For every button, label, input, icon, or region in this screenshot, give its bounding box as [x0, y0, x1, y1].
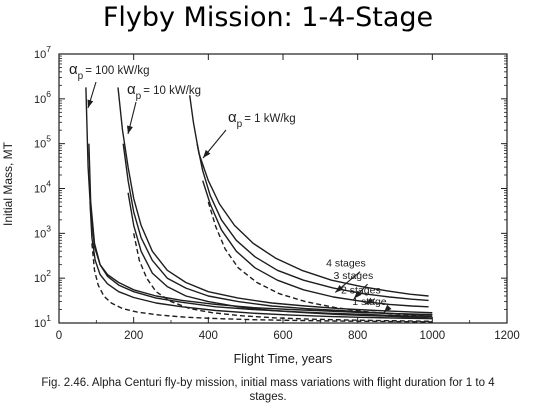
- y-tick-label: 104: [34, 179, 51, 196]
- series-line-family2-1-stage: [133, 233, 433, 322]
- y-tick-exponent: 3: [46, 223, 51, 233]
- x-tick-label: 400: [199, 330, 218, 342]
- series-line-family2-2-stage: [127, 192, 433, 319]
- series-line-family3-2-stage: [202, 180, 429, 308]
- series-line-family2-3-stage: [122, 143, 433, 316]
- alpha-subscript: p: [136, 91, 142, 102]
- stage-label: 1 stage: [352, 296, 387, 308]
- alpha-label: αp = 10 kW/kg: [127, 81, 201, 102]
- x-tick-label: 1200: [494, 330, 520, 342]
- x-tick-label: 1000: [420, 330, 446, 342]
- page-title: Flyby Mission: 1-4-Stage: [102, 2, 434, 33]
- alpha-symbol: α: [127, 81, 136, 98]
- stage-arrow-head: [353, 290, 362, 299]
- stage-label: 2 stages: [341, 285, 381, 297]
- x-axis-label: Flight Time, years: [234, 352, 333, 366]
- alpha-arrow-head: [87, 99, 94, 108]
- stage-arrow-head: [383, 304, 392, 313]
- alpha-label: αp = 1 kW/kg: [228, 109, 296, 130]
- series-line-family3-3-stage: [196, 143, 429, 302]
- y-tick-exponent: 5: [46, 134, 51, 144]
- y-tick-label: 107: [34, 44, 51, 61]
- y-tick-base: 10: [34, 184, 46, 196]
- alpha-symbol: α: [228, 109, 237, 126]
- alpha-arrow-head: [127, 125, 133, 134]
- y-tick-base: 10: [34, 228, 46, 240]
- y-tick-exponent: 2: [46, 268, 51, 278]
- series-line-family2-4-stage: [117, 87, 433, 314]
- y-tick-exponent: 6: [46, 89, 51, 99]
- chart-series: [85, 87, 433, 323]
- y-tick-base: 10: [34, 273, 46, 285]
- y-tick-exponent: 7: [46, 44, 51, 54]
- y-tick-exponent: 1: [46, 313, 51, 323]
- y-tick-label: 106: [34, 89, 51, 106]
- x-axis-ticks: 0 200 400 600 800 1000 1200: [56, 54, 520, 342]
- series-line-family3-4-stage: [189, 95, 429, 297]
- x-tick-label: 0: [56, 330, 62, 342]
- y-tick-base: 10: [34, 94, 46, 106]
- caption-line-2: stages.: [249, 391, 287, 403]
- stage-label: 3 stages: [334, 270, 374, 282]
- figure-caption: Fig. 2.46. Alpha Centuri fly-by mission,…: [4, 376, 532, 404]
- x-tick-label: 800: [348, 330, 367, 342]
- alpha-value: = 100 kW/kg: [85, 65, 149, 77]
- y-tick-label: 105: [34, 134, 51, 151]
- series-line-family1-3-stage: [88, 143, 433, 318]
- alpha-label: αp = 100 kW/kg: [69, 61, 149, 82]
- stage-arrow-head: [335, 285, 344, 293]
- series-line-family1-1-stage: [91, 243, 433, 323]
- alpha-symbol: α: [69, 61, 78, 78]
- stage-label: 4 stages: [326, 258, 366, 270]
- alpha-subscript: p: [237, 119, 243, 130]
- y-tick-exponent: 4: [46, 179, 51, 189]
- y-tick-label: 103: [34, 223, 51, 240]
- x-tick-label: 600: [273, 330, 292, 342]
- y-tick-label: 102: [34, 268, 51, 285]
- y-tick-base: 10: [34, 139, 46, 151]
- caption-line-1: Fig. 2.46. Alpha Centuri fly-by mission,…: [41, 377, 495, 389]
- alpha-subscript: p: [78, 71, 84, 82]
- y-tick-base: 10: [34, 49, 46, 61]
- x-tick-label: 200: [124, 330, 143, 342]
- y-tick-label: 101: [34, 313, 51, 330]
- alpha-value: = 1 kW/kg: [244, 113, 295, 125]
- alpha-arrow-head: [203, 149, 211, 158]
- stage-arrow-head: [365, 297, 374, 305]
- y-axis-label: Initial Mass, MT: [1, 141, 15, 226]
- y-tick-base: 10: [34, 318, 46, 330]
- alpha-value: = 10 kW/kg: [143, 85, 201, 97]
- series-line-family1-2-stage: [89, 201, 433, 320]
